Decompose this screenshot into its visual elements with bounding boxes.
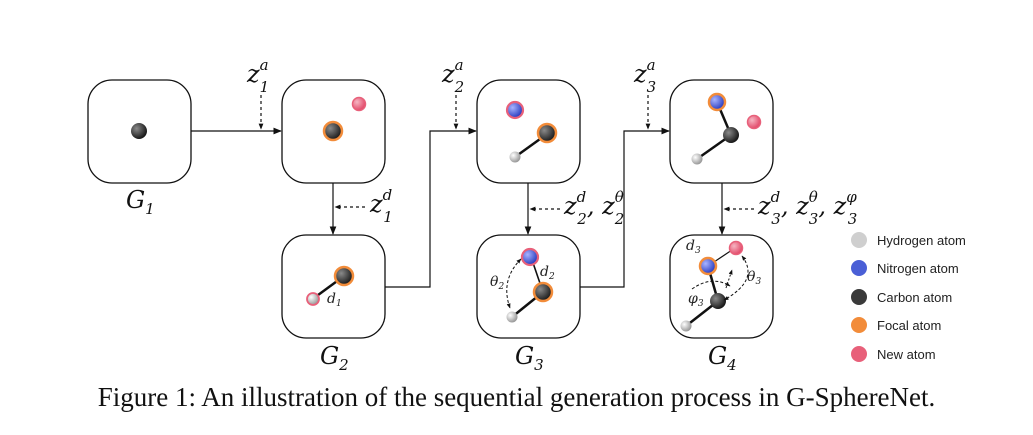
legend-label-focal: Focal atom bbox=[877, 318, 941, 333]
legend: Hydrogen atom Nitrogen atom Carbon atom … bbox=[851, 232, 966, 362]
carbon-atom bbox=[710, 293, 726, 309]
torsion-arc-phi3 bbox=[691, 280, 731, 290]
label-g3: G3 bbox=[515, 342, 544, 374]
carbon-atom bbox=[723, 127, 739, 143]
legend-label-hydrogen: Hydrogen atom bbox=[877, 233, 966, 248]
label-d1: d1 bbox=[327, 291, 342, 309]
new-atom bbox=[746, 114, 762, 130]
new-hydrogen-atom bbox=[306, 292, 320, 306]
graph-box-g4 bbox=[669, 234, 774, 339]
legend-label-carbon: Carbon atom bbox=[877, 290, 952, 305]
label-phi3: φ3 bbox=[688, 291, 704, 309]
focal-nitrogen-atom bbox=[707, 92, 727, 112]
legend-swatch-hydrogen bbox=[851, 232, 867, 248]
legend-label-new: New atom bbox=[877, 347, 936, 362]
new-nitrogen-atom bbox=[520, 247, 540, 267]
focal-carbon-atom bbox=[333, 265, 355, 287]
label-theta3: θ3 bbox=[747, 269, 761, 287]
legend-swatch-focal bbox=[851, 317, 867, 333]
legend-swatch-carbon bbox=[851, 289, 867, 305]
focal-carbon-atom bbox=[532, 281, 554, 303]
new-nitrogen-atom bbox=[505, 100, 525, 120]
figure-caption: Figure 1: An illustration of the sequent… bbox=[97, 382, 936, 412]
focal-carbon-atom bbox=[322, 120, 344, 142]
focal-nitrogen-atom bbox=[698, 256, 718, 276]
new-atom bbox=[728, 240, 744, 256]
angle-arc-theta2 bbox=[506, 258, 522, 309]
legend-label-nitrogen: Nitrogen atom bbox=[877, 261, 959, 276]
label-z3a: za 3 bbox=[633, 56, 656, 96]
label-z3d-z3theta-z3phi: zd 3, zθ 3, zφ 3 bbox=[757, 188, 857, 228]
label-g2: G2 bbox=[320, 342, 349, 374]
label-z1d: zd 1 bbox=[369, 186, 393, 226]
hydrogen-atom bbox=[691, 153, 703, 165]
arrow-g2-to-box3 bbox=[385, 127, 477, 288]
graph-box-g2-prime bbox=[476, 79, 581, 184]
legend-swatch-nitrogen bbox=[851, 260, 867, 276]
generation-diagram: za 1 za 2 za 3 zd 1 zd 2, zθ 2 zd 3, zθ 3, zφ 3 G… bbox=[87, 56, 966, 374]
hydrogen-atom bbox=[680, 320, 692, 332]
carbon-atom bbox=[131, 123, 147, 139]
torsion-axis-arrow bbox=[725, 269, 733, 289]
label-g4: G4 bbox=[708, 342, 737, 374]
label-z2a: za 2 bbox=[441, 56, 464, 96]
label-theta2: θ2 bbox=[490, 274, 504, 292]
graph-box-g2 bbox=[281, 234, 386, 339]
label-z1a: za 1 bbox=[246, 56, 269, 96]
label-z2d-z2theta: zd 2, zθ 2 bbox=[563, 188, 624, 228]
hydrogen-atom bbox=[509, 151, 521, 163]
label-g1: G1 bbox=[126, 186, 155, 218]
arrow-g3-to-box4 bbox=[580, 127, 670, 288]
label-d2: d2 bbox=[540, 264, 555, 282]
focal-carbon-atom bbox=[536, 122, 558, 144]
label-d3: d3 bbox=[686, 238, 701, 256]
new-atom bbox=[351, 96, 367, 112]
legend-swatch-new bbox=[851, 346, 867, 362]
hydrogen-atom bbox=[506, 311, 518, 323]
